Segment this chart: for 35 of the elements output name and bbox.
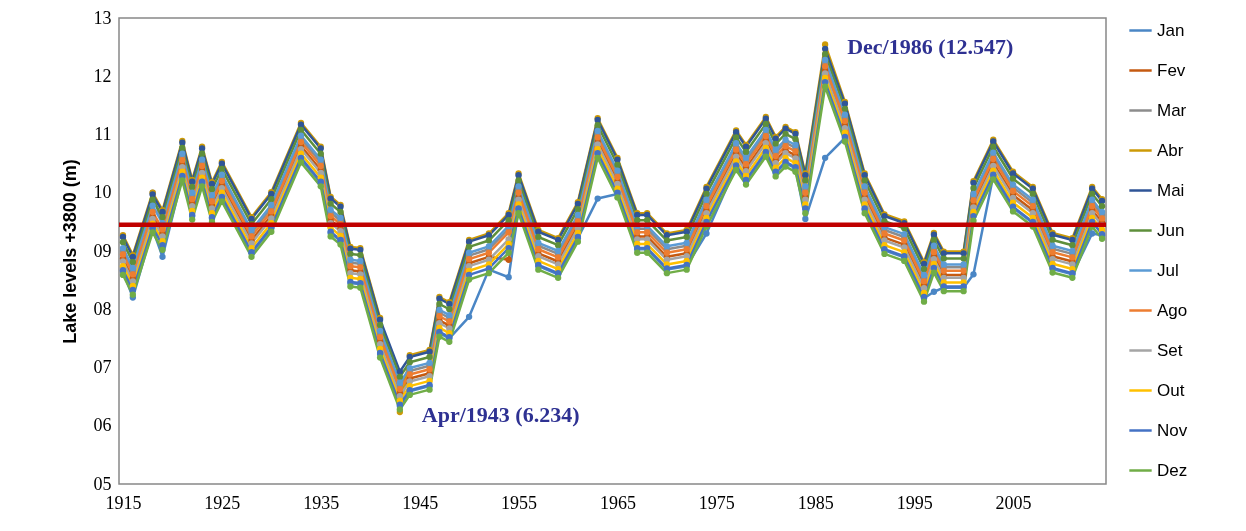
y-tick-label: 12: [93, 65, 112, 86]
legend-label: Ago: [1157, 300, 1188, 320]
x-tick-label: 1925: [204, 492, 241, 513]
y-tick-label: 13: [93, 7, 112, 28]
y-tick-label: 06: [93, 415, 112, 436]
y-tick-label: 10: [93, 182, 112, 203]
annotation: Apr/1943 (6.234): [421, 402, 580, 428]
legend-label: Jun: [1157, 220, 1185, 240]
legend-label: Out: [1157, 380, 1185, 400]
legend-label: Mai: [1157, 180, 1185, 200]
legend-label: Set: [1157, 340, 1183, 360]
x-tick-label: 1985: [797, 492, 834, 513]
y-axis-title: Lake levels +3800 (m): [59, 159, 80, 344]
legend-label: Abr: [1157, 140, 1184, 160]
x-tick-label: 1945: [402, 492, 439, 513]
x-tick-label: 1975: [698, 492, 735, 513]
point: [505, 256, 512, 263]
x-tick-label: 2005: [995, 492, 1032, 513]
y-tick-label: 08: [93, 298, 112, 319]
x-tick-label: 1935: [303, 492, 340, 513]
x-tick-label: 1915: [105, 492, 142, 513]
y-tick-label: 11: [94, 124, 112, 144]
x-tick-label: 1995: [896, 492, 933, 513]
annotation: Dec/1986 (12.547): [847, 34, 1014, 60]
legend-label: Mar: [1157, 100, 1187, 120]
legend-label: Nov: [1157, 420, 1188, 440]
legend-label: Dez: [1157, 460, 1188, 480]
legend-label: Jul: [1157, 260, 1179, 280]
y-tick-label: 09: [93, 240, 112, 261]
legend-label: Fev: [1157, 60, 1186, 80]
y-tick-label: 05: [93, 473, 112, 494]
x-tick-label: 1965: [599, 492, 636, 513]
legend-label: Jan: [1157, 20, 1185, 40]
y-tick-label: 07: [93, 357, 112, 377]
x-tick-label: 1955: [501, 492, 538, 513]
